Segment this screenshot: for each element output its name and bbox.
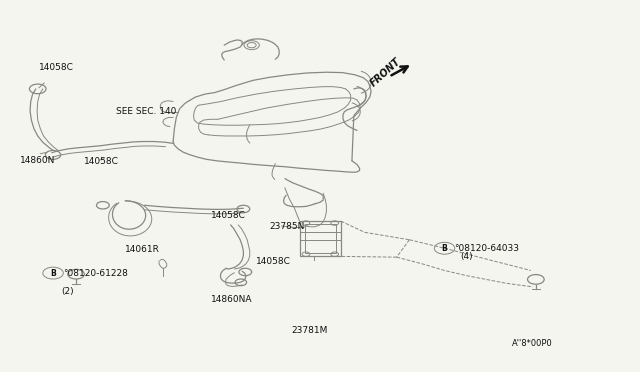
Text: 23785N: 23785N [269, 222, 304, 231]
Text: 14058C: 14058C [39, 63, 74, 72]
Text: SEE SEC. 140: SEE SEC. 140 [116, 108, 176, 116]
Text: 23781M: 23781M [291, 326, 328, 335]
Text: °08120-61228: °08120-61228 [63, 269, 128, 278]
Text: 14058C: 14058C [84, 157, 118, 166]
Text: 14058C: 14058C [211, 211, 246, 220]
Text: B: B [442, 244, 447, 253]
Text: (4): (4) [461, 252, 473, 261]
Text: 14860NA: 14860NA [211, 295, 253, 304]
Text: °08120-64033: °08120-64033 [454, 244, 519, 253]
Text: A''8*00P0: A''8*00P0 [511, 339, 552, 348]
Text: 14058C: 14058C [256, 257, 291, 266]
Text: 14860N: 14860N [20, 155, 55, 164]
Text: B: B [50, 269, 56, 278]
Text: FRONT: FRONT [369, 56, 403, 88]
Bar [305, 224, 336, 253]
Bar [300, 221, 341, 256]
Text: 14061R: 14061R [125, 244, 160, 253]
Text: (2): (2) [61, 287, 74, 296]
